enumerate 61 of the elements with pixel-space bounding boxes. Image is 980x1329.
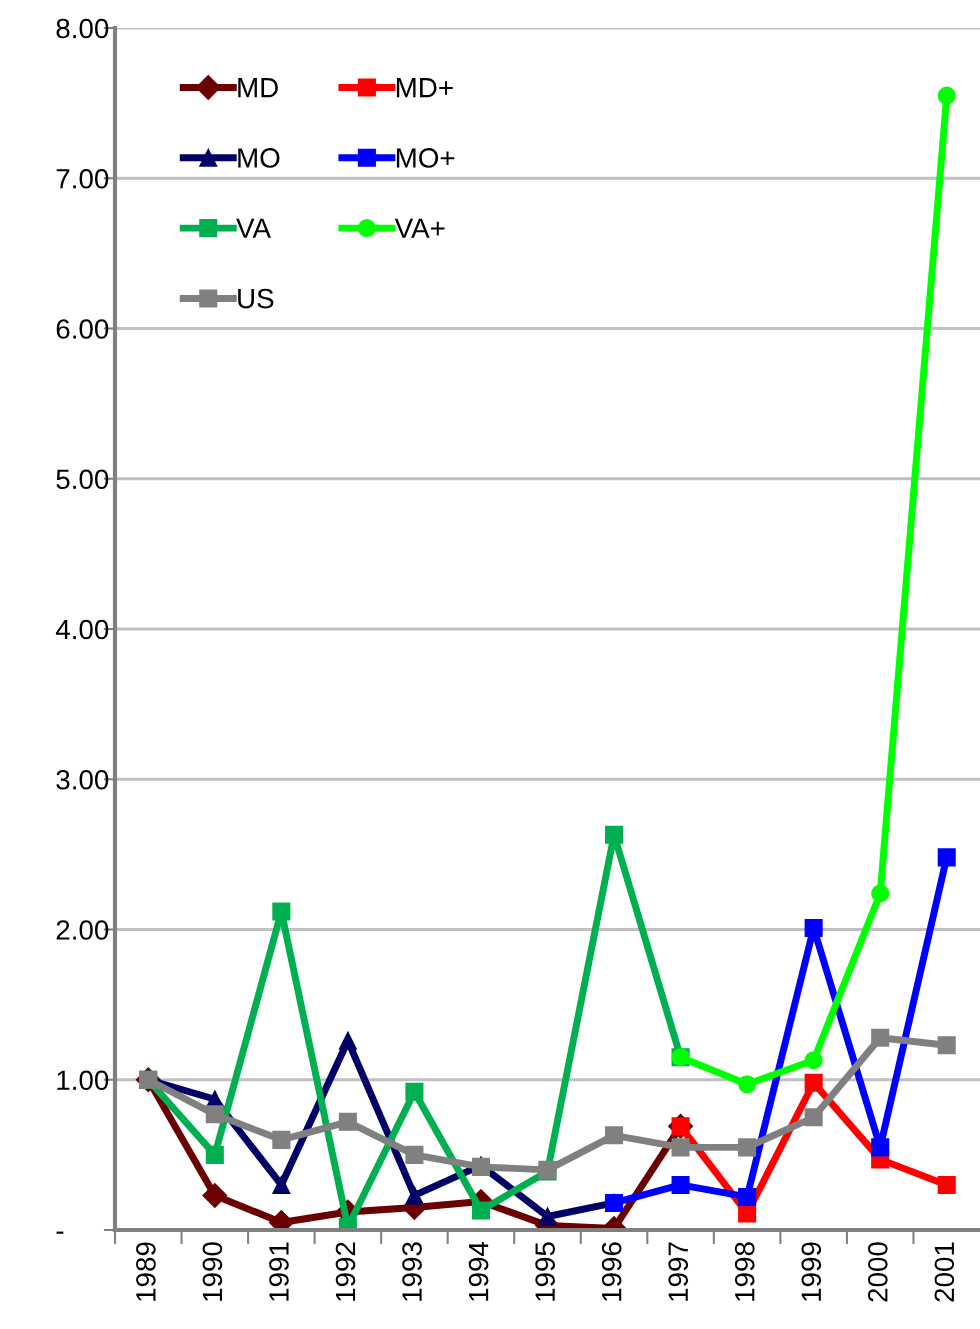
- point: [405, 1082, 424, 1101]
- y-tick-label: 1.00: [57, 1070, 109, 1091]
- point: [538, 1207, 557, 1226]
- point: [205, 1105, 224, 1124]
- point: [937, 86, 956, 105]
- y-tick-label: 2.00: [56, 920, 109, 940]
- point: [202, 1182, 228, 1208]
- x-tick-label: 1998: [734, 1242, 755, 1301]
- legend-label: VA+: [394, 218, 445, 238]
- x-tick-label: 1993: [402, 1242, 422, 1301]
- y-tick-label: 3.00: [56, 769, 109, 790]
- x-tick-label: 1996: [601, 1242, 622, 1301]
- point: [937, 848, 956, 867]
- legend-label: US: [238, 288, 274, 309]
- point: [804, 1108, 823, 1127]
- point: [272, 1175, 291, 1194]
- x-tick-label: 1990: [202, 1242, 223, 1301]
- point: [272, 902, 291, 921]
- point: [738, 1187, 757, 1206]
- point: [871, 884, 890, 903]
- y-tick-label: 8.00: [56, 18, 109, 39]
- point: [405, 1186, 424, 1205]
- x-tick-label: 1995: [535, 1242, 555, 1301]
- point: [804, 918, 823, 938]
- point: [937, 1036, 956, 1055]
- y-tick-label: 6.00: [56, 319, 109, 339]
- point: [471, 1201, 490, 1220]
- point: [605, 825, 624, 844]
- point: [804, 1051, 823, 1070]
- point: [804, 1073, 823, 1092]
- x-tick-label: 1991: [269, 1242, 289, 1301]
- point: [871, 1028, 890, 1047]
- point: [738, 1075, 757, 1094]
- x-tick-label: 1992: [335, 1242, 356, 1301]
- x-tick-label: 1994: [468, 1241, 489, 1301]
- point: [738, 1138, 757, 1157]
- point: [272, 1130, 291, 1149]
- x-tick-label: 1989: [136, 1242, 156, 1301]
- point: [937, 1175, 956, 1194]
- y-tick-label: 4.00: [55, 619, 109, 640]
- legend-label: VA: [236, 218, 271, 238]
- legend-label: MO: [238, 148, 280, 168]
- point: [871, 1138, 890, 1157]
- point: [205, 1145, 224, 1164]
- point: [671, 1175, 690, 1194]
- y-tick-label: -: [56, 1231, 64, 1234]
- point: [605, 1126, 624, 1145]
- legend-label: MD: [238, 78, 278, 98]
- x-tick-label: 2001: [934, 1242, 955, 1302]
- point: [338, 1031, 357, 1050]
- x-tick-label: 2000: [867, 1242, 888, 1302]
- x-tick-label: 1997: [668, 1242, 689, 1301]
- point: [338, 1112, 357, 1131]
- point: [671, 1138, 690, 1157]
- y-tick-label: 5.00: [56, 469, 109, 490]
- point: [405, 1145, 424, 1164]
- legend-label: MD+: [396, 78, 453, 98]
- legend-label: MO+: [396, 148, 455, 168]
- x-tick-label: 1999: [801, 1242, 822, 1301]
- point: [738, 1204, 757, 1223]
- y-tick-label: 7.00: [56, 168, 109, 189]
